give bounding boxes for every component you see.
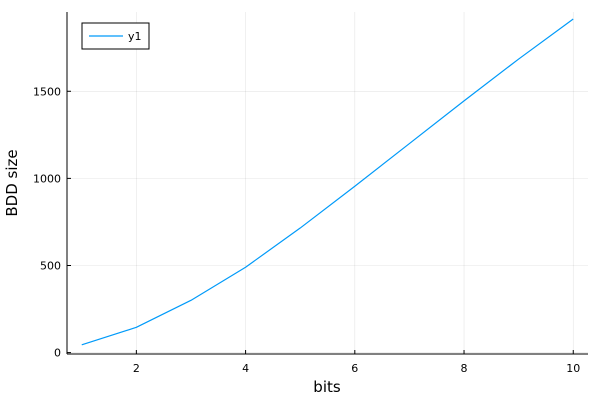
axes [66,12,588,355]
tick-marks [67,90,574,354]
x-tick-label: 10 [566,362,580,375]
series-group [81,18,574,346]
series-line-y1 [81,18,574,346]
y-tick-label: 1000 [33,172,61,185]
tick-labels: 2 4 6 8 10 0 500 1000 1500 [33,85,580,375]
x-tick-label: 8 [461,362,468,375]
y-tick-label: 0 [54,347,61,360]
x-tick-label: 6 [351,362,358,375]
legend: y1 [81,22,150,50]
x-tick-label: 2 [133,362,140,375]
y-tick-label: 1500 [33,85,61,98]
x-tick-label: 4 [242,362,249,375]
x-axis-label: bits [313,378,341,396]
grid-lines [67,12,588,354]
legend-label-y1: y1 [128,30,142,43]
y-tick-label: 500 [40,259,61,272]
y-axis-label: BDD size [3,149,21,216]
